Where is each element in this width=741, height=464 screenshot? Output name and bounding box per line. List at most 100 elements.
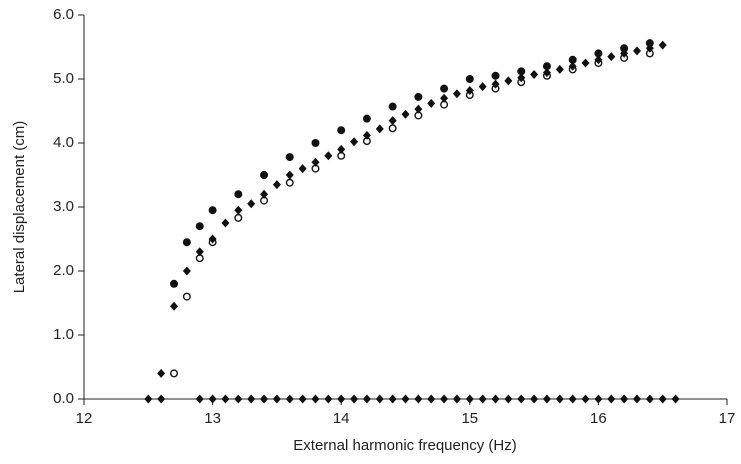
data-point (594, 49, 603, 58)
data-point (234, 394, 243, 404)
data-point (632, 394, 641, 404)
data-point (620, 394, 629, 404)
data-point (350, 394, 359, 404)
data-point (607, 394, 616, 404)
data-point (388, 116, 397, 126)
data-point (170, 279, 179, 288)
data-point (195, 222, 204, 231)
data-point (440, 93, 449, 103)
data-point (440, 394, 449, 404)
data-point (542, 68, 551, 78)
data-point (375, 394, 384, 404)
data-point (478, 394, 487, 404)
data-point (388, 102, 397, 111)
data-point (620, 48, 629, 58)
data-point (195, 247, 204, 257)
data-point (208, 206, 217, 215)
data-point (517, 73, 526, 83)
y-tick-label: 1.0 (53, 326, 74, 343)
data-point (568, 61, 577, 71)
data-point (440, 84, 449, 93)
x-tick-label: 12 (76, 410, 93, 427)
data-point (337, 144, 346, 154)
data-point (311, 157, 320, 167)
data-point (144, 394, 153, 404)
data-point (157, 368, 166, 378)
data-point (645, 39, 654, 48)
data-point (645, 394, 654, 404)
data-point (517, 67, 526, 76)
data-point (414, 92, 423, 101)
y-tick-label: 6.0 (53, 6, 74, 23)
data-point (170, 301, 179, 311)
data-point (427, 394, 436, 404)
data-point (504, 76, 513, 86)
data-point (568, 55, 577, 64)
y-tick-label: 3.0 (53, 198, 74, 215)
data-point (221, 394, 230, 404)
data-point (658, 394, 667, 404)
data-point (645, 43, 654, 53)
data-point (285, 394, 294, 404)
data-point (311, 139, 320, 147)
x-tick-label: 17 (719, 410, 736, 427)
data-point (157, 394, 166, 404)
data-point (362, 394, 371, 404)
y-tick-label: 2.0 (53, 262, 74, 279)
data-point (260, 171, 269, 179)
data-point (414, 394, 423, 404)
data-point (491, 79, 500, 89)
y-tick-label: 5.0 (53, 70, 74, 87)
data-point (311, 394, 320, 404)
data-point (260, 189, 269, 199)
data-point (401, 394, 410, 404)
data-point (414, 104, 423, 114)
data-point (337, 394, 346, 404)
data-point (324, 394, 333, 404)
data-point (182, 238, 191, 247)
data-point (388, 124, 397, 133)
data-point (298, 394, 307, 404)
data-point (427, 98, 436, 108)
data-point (504, 394, 513, 404)
data-point (285, 178, 294, 187)
data-point (260, 394, 269, 404)
data-point (478, 82, 487, 92)
data-point (362, 130, 371, 140)
data-point (285, 170, 294, 180)
data-point (671, 394, 680, 404)
data-point (568, 394, 577, 404)
data-point (388, 394, 397, 404)
x-tick-label: 14 (333, 410, 350, 427)
data-point (491, 71, 500, 80)
data-point (337, 126, 346, 135)
data-point (208, 234, 217, 244)
data-point (491, 394, 500, 404)
data-point (542, 394, 551, 404)
data-point (247, 394, 256, 404)
data-point (362, 114, 371, 123)
data-point (170, 369, 179, 378)
data-point (195, 394, 204, 404)
data-point (234, 190, 243, 199)
data-point (324, 151, 333, 161)
data-point (234, 213, 243, 222)
data-point (465, 86, 474, 96)
data-point (272, 394, 281, 404)
data-point (658, 40, 667, 50)
data-point (452, 394, 461, 404)
data-point (517, 394, 526, 404)
y-tick-label: 4.0 (53, 134, 74, 151)
data-point (530, 70, 539, 80)
data-point (182, 266, 191, 276)
data-point (620, 44, 629, 53)
data-point (530, 394, 539, 404)
x-tick-label: 16 (590, 410, 607, 427)
data-point (208, 394, 217, 404)
y-tick-label: 0.0 (53, 390, 74, 407)
data-point (581, 394, 590, 404)
data-point (607, 52, 616, 62)
data-point (234, 205, 243, 215)
data-point (594, 55, 603, 65)
